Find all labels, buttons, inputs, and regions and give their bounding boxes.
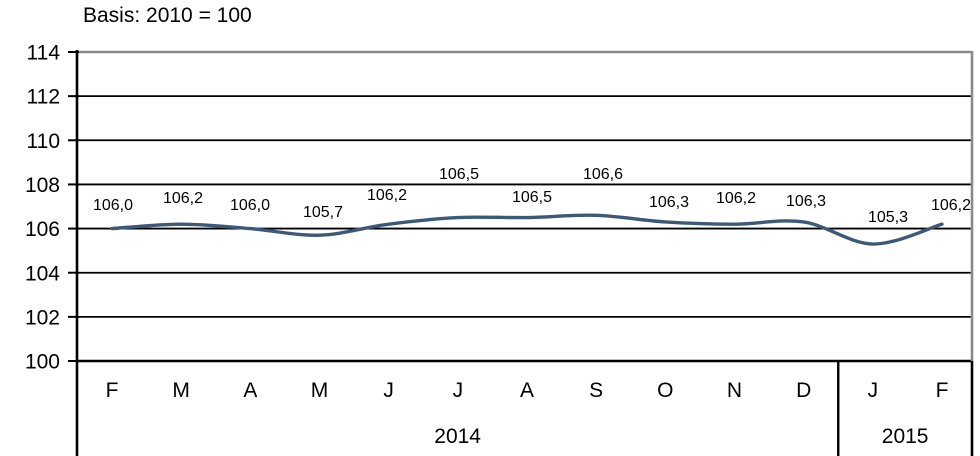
month-label: N: [727, 379, 742, 402]
data-point-label: 106,2: [367, 187, 407, 204]
y-tick-label: 102: [25, 306, 60, 329]
y-tick-label: 104: [25, 262, 60, 285]
data-point-label: 106,2: [931, 197, 971, 214]
chart-title: Basis: 2010 = 100: [83, 4, 252, 27]
data-point-label: 106,0: [93, 197, 133, 214]
data-point-label: 106,6: [583, 166, 623, 183]
year-label: 2014: [434, 425, 481, 448]
y-tick-label: 100: [25, 351, 60, 374]
month-label: A: [520, 379, 534, 402]
y-tick-label: 108: [25, 174, 60, 197]
month-label: S: [589, 379, 603, 402]
data-point-label: 106,3: [649, 194, 689, 211]
month-label: M: [172, 379, 190, 402]
data-point-label: 106,5: [512, 189, 552, 206]
index-series-line: [110, 213, 944, 246]
month-label: M: [311, 379, 329, 402]
data-point-label: 106,5: [439, 166, 479, 183]
year-label: 2015: [882, 425, 929, 448]
month-label: J: [868, 379, 879, 402]
month-label: O: [657, 379, 673, 402]
y-tick-label: 114: [27, 42, 61, 65]
data-point-label: 106,2: [163, 190, 203, 207]
y-tick-label: 110: [27, 130, 60, 153]
y-tick-label: 112: [27, 86, 60, 109]
month-label: J: [453, 379, 464, 402]
month-label: F: [936, 379, 949, 402]
month-label: D: [796, 379, 811, 402]
data-point-label: 106,3: [786, 193, 826, 210]
data-point-label: 106,0: [230, 197, 270, 214]
data-point-label: 105,7: [303, 204, 343, 221]
data-point-label: 105,3: [868, 209, 908, 226]
month-label: A: [243, 379, 257, 402]
month-label: J: [383, 379, 394, 402]
month-label: F: [106, 379, 119, 402]
data-point-label: 106,2: [716, 190, 756, 207]
y-tick-label: 106: [25, 218, 60, 241]
